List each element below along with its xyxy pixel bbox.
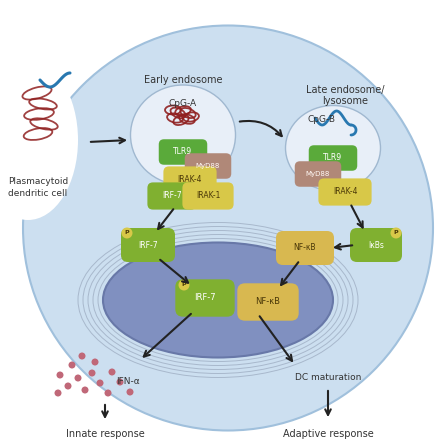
Text: IRAK-1: IRAK-1 [196,191,220,201]
Text: DC maturation: DC maturation [295,372,361,381]
FancyBboxPatch shape [147,182,197,210]
Ellipse shape [0,60,78,220]
Ellipse shape [178,279,190,291]
Text: CpG-B: CpG-B [308,116,336,125]
Ellipse shape [57,372,64,379]
Ellipse shape [23,25,433,430]
FancyBboxPatch shape [295,161,341,187]
Ellipse shape [69,361,76,368]
Text: NF-κB: NF-κB [294,243,316,252]
Text: IRF-7: IRF-7 [162,191,182,201]
Text: CpG-A: CpG-A [169,98,197,108]
Ellipse shape [74,375,81,381]
FancyBboxPatch shape [350,228,402,262]
Ellipse shape [92,359,98,365]
Ellipse shape [81,387,89,393]
FancyBboxPatch shape [237,283,299,321]
Text: lysosome: lysosome [322,96,368,106]
Text: MyD88: MyD88 [306,171,330,177]
Ellipse shape [109,368,116,376]
Text: IFN-α: IFN-α [116,377,140,387]
Ellipse shape [130,85,235,185]
FancyBboxPatch shape [175,279,235,317]
Ellipse shape [89,369,96,376]
Ellipse shape [54,389,61,396]
Text: TLR9: TLR9 [174,147,193,157]
FancyBboxPatch shape [319,178,372,206]
Ellipse shape [121,227,133,239]
Text: IRF-7: IRF-7 [194,294,216,303]
Text: Innate response: Innate response [65,429,144,439]
Ellipse shape [65,383,72,389]
FancyBboxPatch shape [185,153,231,179]
Ellipse shape [97,380,104,387]
Ellipse shape [105,389,112,396]
Ellipse shape [126,388,134,396]
Text: IRAK-4: IRAK-4 [333,187,357,197]
Text: P: P [125,231,129,235]
Text: Late endosome/: Late endosome/ [306,85,384,95]
Text: Adaptive response: Adaptive response [283,429,373,439]
Text: Plasmacytoid: Plasmacytoid [8,178,68,186]
Text: dendritic cell: dendritic cell [8,189,68,198]
Ellipse shape [103,243,333,357]
FancyBboxPatch shape [276,231,334,265]
FancyBboxPatch shape [309,145,357,171]
Text: IRAK-4: IRAK-4 [178,175,202,185]
Text: P: P [182,283,186,287]
Ellipse shape [117,379,124,385]
Ellipse shape [286,105,380,190]
FancyBboxPatch shape [182,182,234,210]
Ellipse shape [78,352,85,360]
Text: TLR9: TLR9 [324,154,343,162]
Text: IκBs: IκBs [368,240,384,250]
Text: IRF-7: IRF-7 [138,240,158,250]
Text: P: P [394,231,398,235]
Text: MyD88: MyD88 [196,163,220,169]
FancyBboxPatch shape [163,166,217,194]
FancyBboxPatch shape [121,228,175,262]
Text: NF-κB: NF-κB [255,298,280,307]
Text: Early endosome: Early endosome [144,75,222,85]
Ellipse shape [391,227,401,239]
FancyBboxPatch shape [159,139,207,165]
